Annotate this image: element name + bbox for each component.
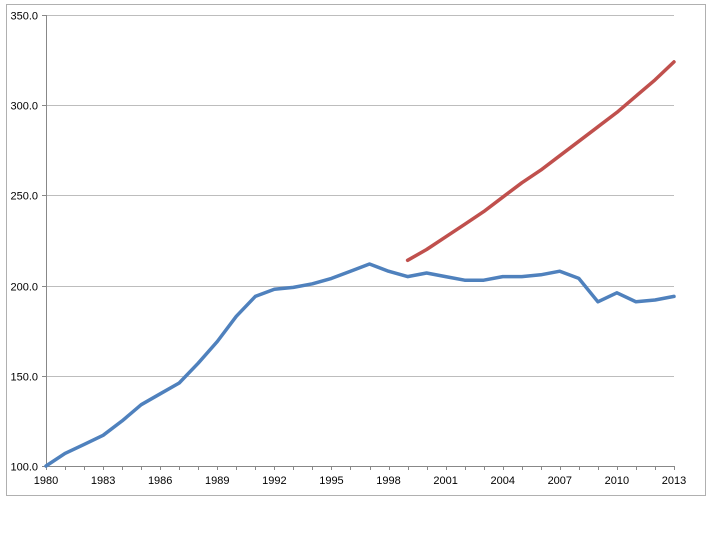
- series-line-1: [44, 262, 676, 468]
- x-tick-label: 2007: [548, 475, 572, 487]
- chart-border: [6, 4, 706, 496]
- x-tick-label: 2004: [490, 475, 514, 487]
- x-tick-label: 1989: [205, 475, 229, 487]
- x-tick-label: 1992: [262, 475, 286, 487]
- y-tick-label: 300.0: [10, 101, 38, 113]
- y-tick-label: 150.0: [10, 372, 38, 384]
- x-tick-label: 2010: [605, 475, 629, 487]
- y-tick-labels: 100.0 150.0 200.0 250.0 300.0 350.0: [10, 11, 38, 474]
- x-tick-label: 1983: [91, 475, 115, 487]
- y-tick-label: 200.0: [10, 282, 38, 294]
- x-tick-label: 2013: [662, 475, 686, 487]
- series-lines: [44, 60, 676, 468]
- y-tick-label: 100.0: [10, 462, 38, 474]
- x-tick-label: 1995: [319, 475, 343, 487]
- series-line-2: [405, 60, 676, 263]
- x-tick-label: 1980: [34, 475, 58, 487]
- x-tick-label: 2001: [433, 475, 457, 487]
- x-tick-label: 1998: [376, 475, 400, 487]
- y-tick-label: 250.0: [10, 191, 38, 203]
- x-tick-labels: 1980 1983 1986 1989 1992 1995 1998 2001 2004 2007…: [34, 475, 686, 487]
- axes: [42, 15, 675, 470]
- y-tick-label: 350.0: [10, 11, 38, 23]
- x-tick-label: 1986: [148, 475, 172, 487]
